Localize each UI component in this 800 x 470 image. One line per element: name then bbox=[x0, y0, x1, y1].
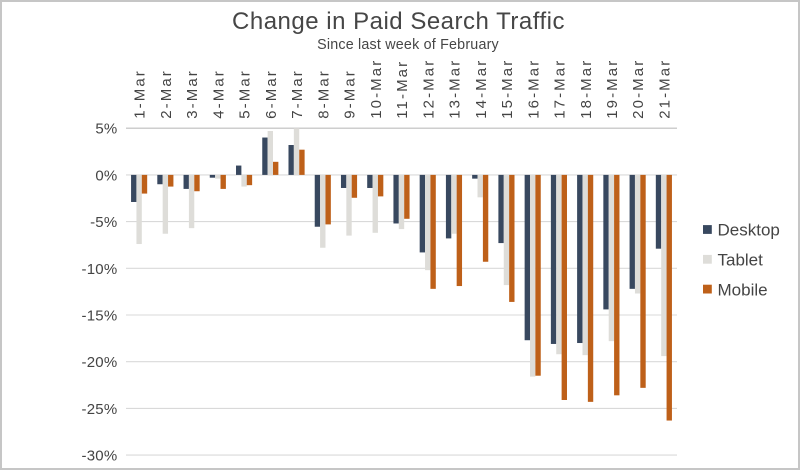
svg-text:5-Mar: 5-Mar bbox=[237, 69, 254, 119]
svg-text:-20%: -20% bbox=[81, 354, 117, 371]
svg-text:Desktop: Desktop bbox=[718, 221, 780, 240]
svg-text:18-Mar: 18-Mar bbox=[578, 59, 595, 119]
svg-text:12-Mar: 12-Mar bbox=[420, 59, 437, 119]
svg-text:Tablet: Tablet bbox=[718, 251, 764, 270]
svg-text:0%: 0% bbox=[95, 167, 117, 184]
svg-text:Change in Paid Search Traffic: Change in Paid Search Traffic bbox=[232, 8, 565, 35]
svg-text:-30%: -30% bbox=[81, 448, 117, 465]
svg-text:17-Mar: 17-Mar bbox=[552, 59, 569, 119]
svg-text:2-Mar: 2-Mar bbox=[158, 69, 175, 119]
svg-text:7-Mar: 7-Mar bbox=[289, 69, 306, 119]
svg-text:11-Mar: 11-Mar bbox=[394, 60, 411, 119]
svg-text:4-Mar: 4-Mar bbox=[210, 69, 227, 119]
svg-text:5%: 5% bbox=[95, 121, 117, 138]
svg-text:-25%: -25% bbox=[81, 401, 117, 418]
svg-text:19-Mar: 19-Mar bbox=[604, 59, 621, 119]
svg-text:1-Mar: 1-Mar bbox=[132, 69, 149, 119]
svg-text:-15%: -15% bbox=[81, 308, 117, 325]
svg-text:21-Mar: 21-Mar bbox=[656, 59, 673, 119]
svg-text:15-Mar: 15-Mar bbox=[499, 59, 516, 119]
svg-text:8-Mar: 8-Mar bbox=[315, 69, 332, 119]
svg-text:-10%: -10% bbox=[81, 261, 117, 278]
svg-text:-5%: -5% bbox=[90, 214, 117, 231]
svg-text:Mobile: Mobile bbox=[718, 280, 768, 299]
svg-text:9-Mar: 9-Mar bbox=[342, 69, 359, 119]
svg-text:10-Mar: 10-Mar bbox=[368, 59, 385, 119]
svg-text:Since last week of February: Since last week of February bbox=[317, 37, 499, 53]
svg-text:14-Mar: 14-Mar bbox=[473, 59, 490, 119]
svg-text:6-Mar: 6-Mar bbox=[263, 69, 280, 119]
svg-text:3-Mar: 3-Mar bbox=[184, 69, 201, 119]
svg-text:16-Mar: 16-Mar bbox=[525, 59, 542, 119]
svg-text:20-Mar: 20-Mar bbox=[630, 59, 647, 119]
svg-text:13-Mar: 13-Mar bbox=[447, 59, 464, 119]
